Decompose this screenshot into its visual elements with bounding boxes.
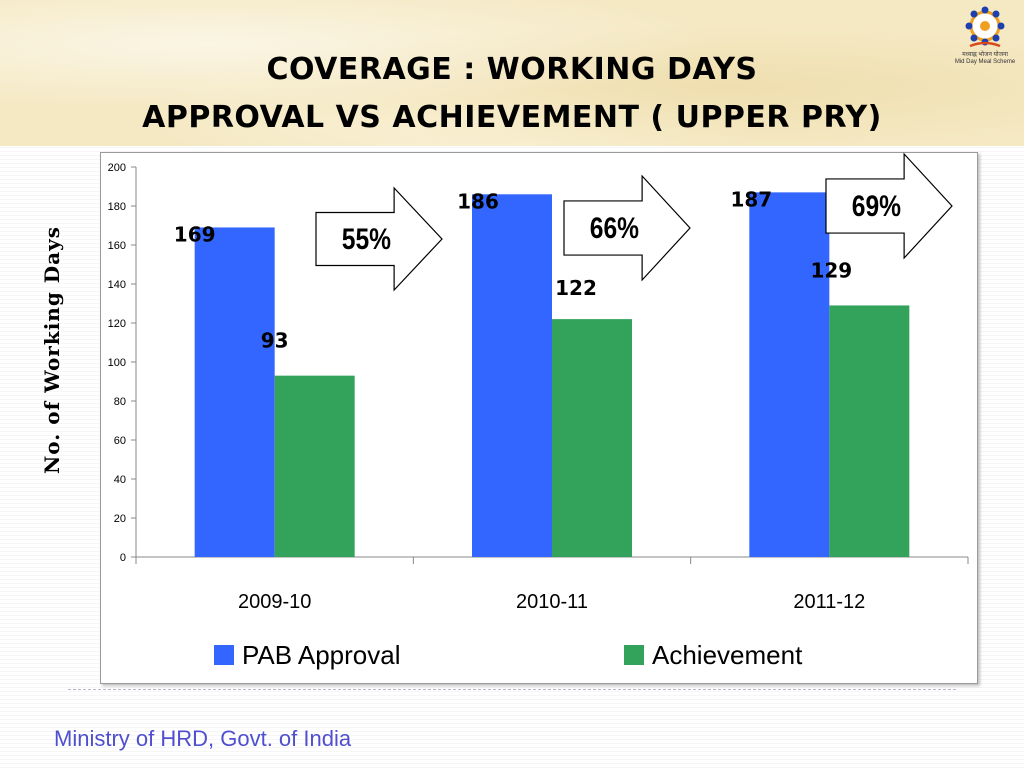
y-tick-label: 160 bbox=[108, 240, 126, 252]
data-label: 186 bbox=[457, 189, 499, 213]
logo-caption-hindi: मध्याह्न भोजन योजना bbox=[962, 52, 1008, 58]
logo-caption-english: Mid Day Meal Scheme bbox=[954, 59, 1016, 65]
legend-item-achievement: Achievement bbox=[624, 640, 802, 670]
bar-achievement bbox=[274, 375, 355, 557]
y-tick-label: 60 bbox=[114, 435, 126, 447]
percentage-arrow bbox=[315, 186, 443, 292]
y-tick-label: 80 bbox=[114, 396, 126, 408]
y-tick-label: 40 bbox=[114, 474, 126, 486]
data-label: 93 bbox=[261, 329, 289, 353]
legend-item-pab-approval: PAB Approval bbox=[214, 640, 401, 670]
y-tick-label: 180 bbox=[108, 201, 126, 213]
data-label: 122 bbox=[555, 276, 597, 300]
data-label: 129 bbox=[810, 258, 852, 282]
footer-divider bbox=[68, 689, 956, 690]
percentage-label: 55% bbox=[342, 222, 391, 256]
mdm-logo-icon bbox=[965, 6, 1005, 48]
x-tick-label: 2010-11 bbox=[516, 591, 588, 613]
data-label: 169 bbox=[174, 222, 216, 246]
bar-achievement bbox=[829, 305, 910, 557]
bar-pab-approval bbox=[472, 194, 552, 558]
percentage-arrow bbox=[825, 152, 953, 260]
legend-swatch-achievement bbox=[624, 645, 644, 665]
y-tick-label: 0 bbox=[120, 552, 126, 564]
bar-pab-approval bbox=[194, 227, 275, 557]
bar-achievement bbox=[552, 319, 632, 557]
y-tick-label: 120 bbox=[108, 318, 126, 330]
bar-pab-approval bbox=[749, 192, 830, 557]
logo: मध्याह्न भोजन योजना Mid Day Meal Scheme bbox=[950, 2, 1020, 68]
y-tick-label: 20 bbox=[114, 513, 126, 525]
legend-label-achievement: Achievement bbox=[652, 639, 803, 670]
legend-label-pab-approval: PAB Approval bbox=[242, 639, 401, 670]
title-banner bbox=[0, 0, 1024, 146]
x-tick-label: 2011-12 bbox=[793, 591, 865, 613]
y-tick-label: 200 bbox=[108, 162, 126, 174]
footer-text: Ministry of HRD, Govt. of India bbox=[54, 726, 352, 751]
x-tick-label: 2009-10 bbox=[238, 591, 311, 613]
y-tick-label: 100 bbox=[108, 357, 126, 369]
slide-title-line1: COVERAGE : WORKING DAYS bbox=[266, 52, 758, 87]
percentage-arrow bbox=[563, 174, 691, 282]
legend-swatch-pab-approval bbox=[214, 645, 234, 665]
y-tick-label: 140 bbox=[108, 279, 126, 291]
slide-title-line2: APPROVAL VS ACHIEVEMENT ( UPPER PRY) bbox=[142, 100, 882, 135]
data-label: 187 bbox=[730, 187, 772, 211]
percentage-label: 69% bbox=[852, 189, 901, 223]
percentage-label: 66% bbox=[590, 211, 639, 245]
